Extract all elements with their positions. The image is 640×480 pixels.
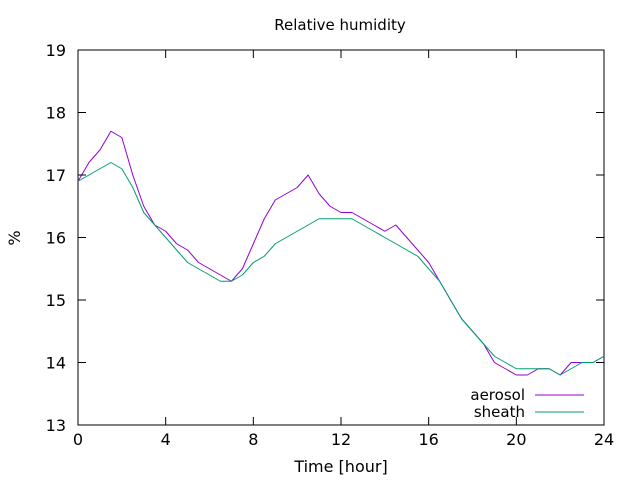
x-axis-label: Time [hour]: [293, 457, 387, 476]
y-tick-label: 13: [46, 416, 66, 435]
series-line-sheath: [77, 162, 605, 376]
x-tick-label: 16: [418, 430, 438, 449]
x-tick-label: 12: [331, 430, 351, 449]
x-tick-label: 24: [594, 430, 614, 449]
y-tick-label: 16: [46, 229, 66, 248]
y-tick-label: 19: [46, 41, 66, 60]
x-tick-label: 0: [73, 430, 83, 449]
x-tick-label: 8: [248, 430, 258, 449]
chart-title: Relative humidity: [274, 16, 406, 34]
x-tick-label: 20: [506, 430, 526, 449]
legend-label-aerosol: aerosol: [470, 386, 525, 404]
y-tick-label: 14: [46, 354, 66, 373]
series-line-aerosol: [77, 130, 605, 376]
y-tick-label: 18: [46, 104, 66, 123]
y-axis-ticks: 13 14 15 16 17 18 19: [46, 41, 604, 435]
y-axis-label: %: [5, 230, 24, 245]
y-tick-label: 17: [46, 166, 66, 185]
legend-label-sheath: sheath: [474, 403, 525, 421]
x-axis-ticks: 0 4 8 12 16 20 24: [73, 50, 614, 449]
y-tick-label: 15: [46, 291, 66, 310]
series-lines: [77, 130, 605, 376]
x-tick-label: 4: [161, 430, 171, 449]
